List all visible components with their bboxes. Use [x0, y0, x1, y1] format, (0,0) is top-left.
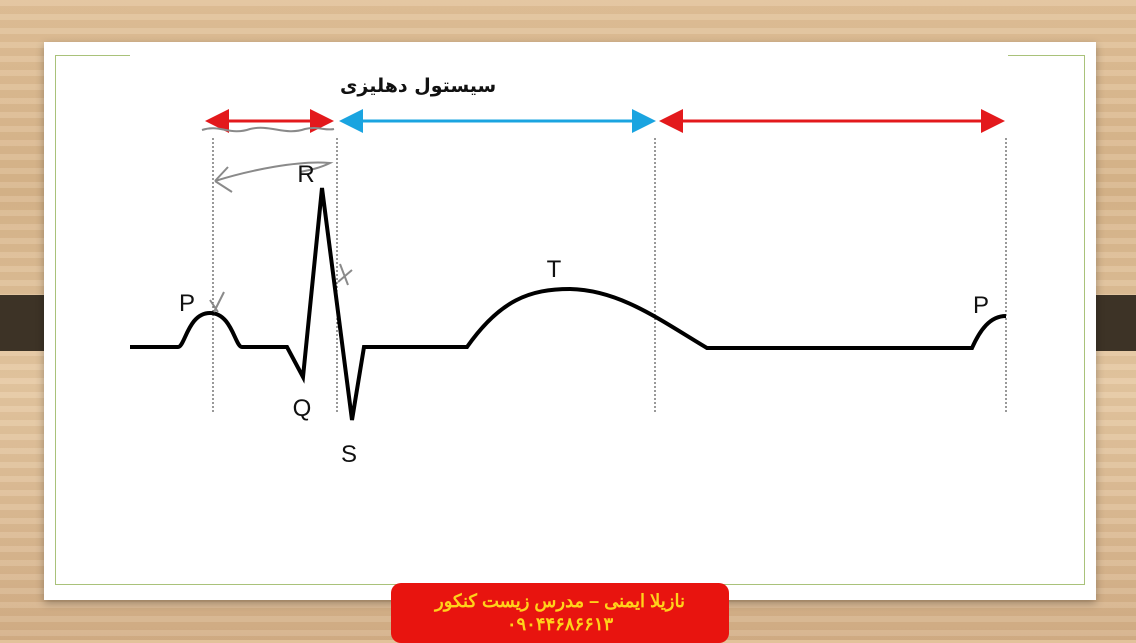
ecg-trace — [130, 187, 1007, 421]
t-wave-label: T — [547, 256, 562, 283]
p-wave-label-2: P — [973, 292, 989, 319]
handwritten-arrow — [209, 161, 353, 313]
interval-lines — [212, 138, 1007, 413]
teacher-name: نازیلا ایمنی – مدرس زیست کنکور — [435, 591, 685, 611]
handwritten-underline — [201, 126, 335, 133]
q-wave-label: Q — [293, 395, 312, 422]
s-wave-label: S — [341, 441, 357, 468]
phone-number: ۰۹۰۴۴۶۸۶۶۱۳ — [506, 614, 614, 634]
teacher-banner: نازیلا ایمنی – مدرس زیست کنکور ۰۹۰۴۴۶۸۶۶… — [391, 583, 729, 643]
r-wave-label: R — [297, 161, 314, 188]
atrial-systole-title: سیستول دهلیزی — [340, 75, 496, 97]
diagram-area — [130, 44, 1008, 574]
p-wave-label: P — [179, 290, 195, 317]
